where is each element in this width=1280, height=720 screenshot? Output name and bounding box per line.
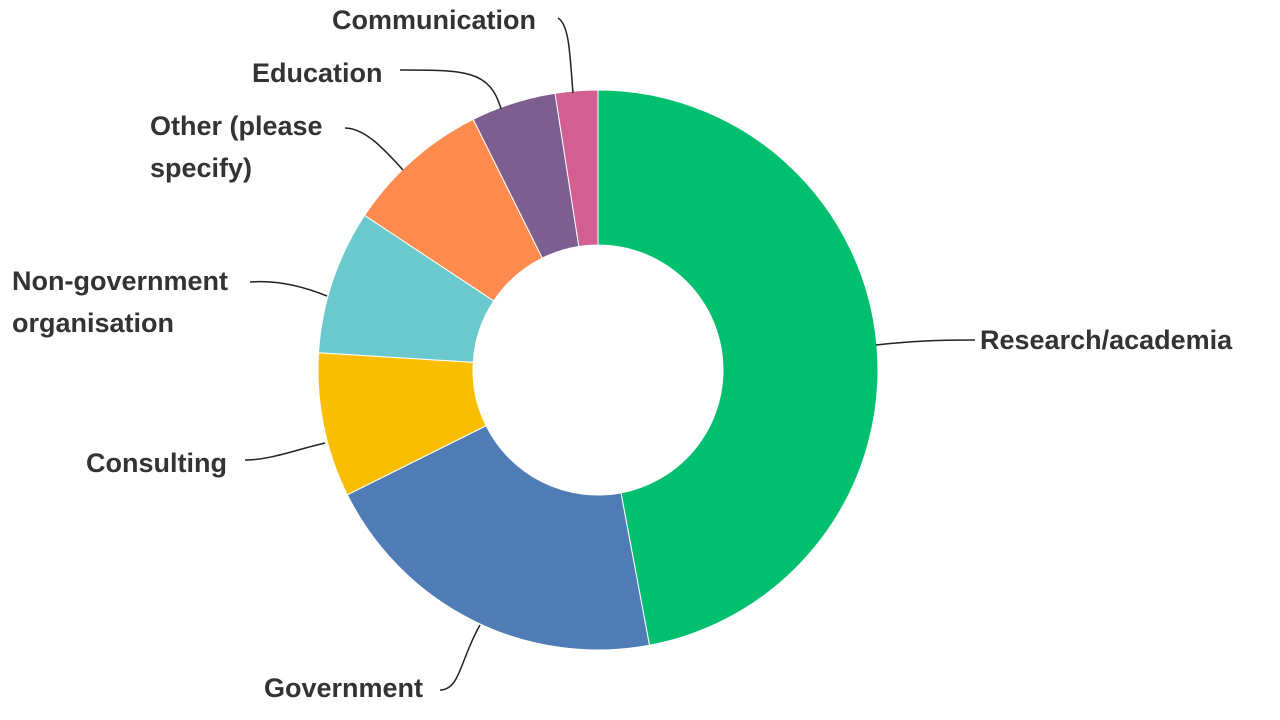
label-non-government-organisation: Non-government organisation (12, 266, 228, 338)
donut-slices (317, 89, 879, 651)
leader-line-education (399, 69, 502, 110)
label-other-please-specify: Other (please specify) (150, 111, 323, 183)
leader-line-non-government-organisation (249, 280, 328, 297)
label-leader-lines (244, 17, 976, 691)
leader-line-research-academia (875, 339, 976, 346)
leader-line-communication (557, 17, 574, 94)
slice-government[interactable] (346, 425, 651, 651)
leader-line-government (439, 624, 481, 691)
label-communication: Communication (332, 5, 536, 35)
leader-line-other-please-specify (344, 127, 404, 171)
slice-labels: Research/academia Government Consulting Non… (12, 5, 1233, 703)
slice-research-academia[interactable] (597, 89, 879, 646)
label-research-academia: Research/academia (980, 325, 1233, 355)
slice-communication[interactable] (554, 89, 599, 248)
label-consulting: Consulting (86, 448, 227, 478)
label-education: Education (252, 58, 383, 88)
label-government: Government (264, 673, 423, 703)
leader-line-consulting (244, 442, 326, 461)
